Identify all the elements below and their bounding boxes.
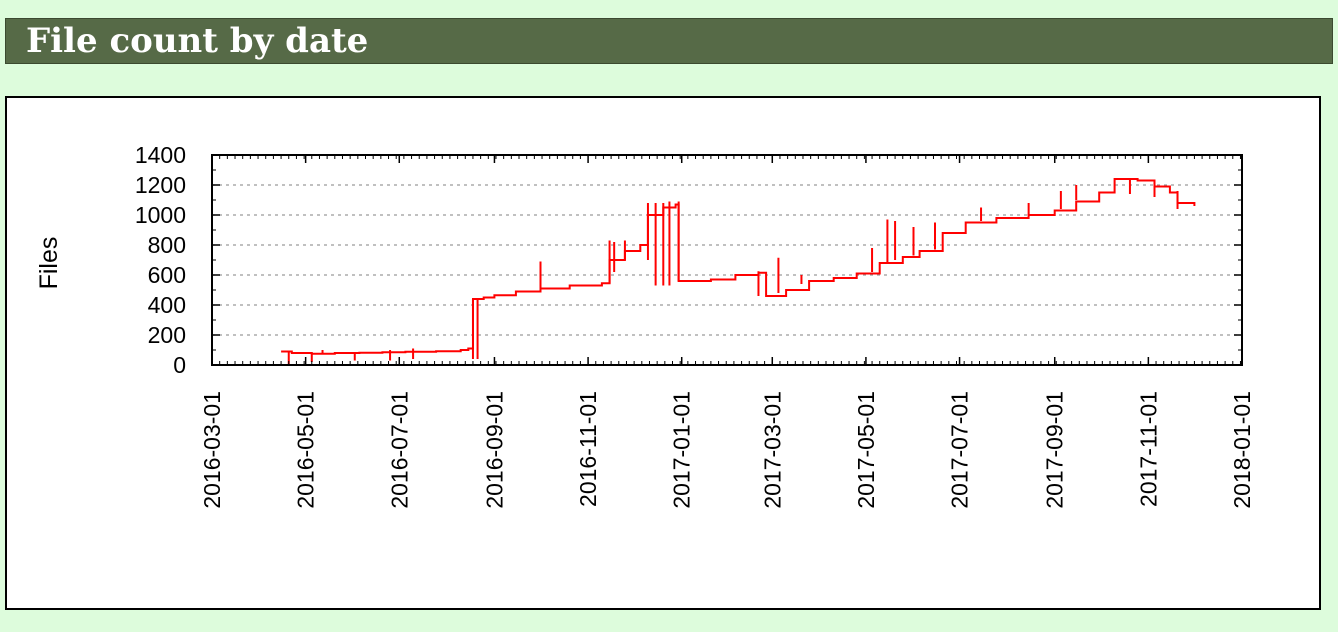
- tick-labels: 0 200 400 600 800 1000 1200 1400 2016-03-01 2016-…: [135, 142, 1255, 509]
- y-axis-title: Files: [35, 237, 63, 290]
- x-tick-label: 2017-03-01: [759, 391, 785, 509]
- plot-area: [281, 178, 1196, 365]
- chart-container: 0 200 400 600 800 1000 1200 1400 2016-03-01 2016-…: [5, 96, 1321, 610]
- y-tick-label: 1200: [135, 172, 186, 198]
- y-tick-label: 400: [148, 292, 186, 318]
- section-title: File count by date: [26, 21, 369, 61]
- x-tick-label: 2017-01-01: [669, 391, 695, 509]
- x-tick-label: 2017-09-01: [1042, 391, 1068, 509]
- section-header: File count by date: [5, 18, 1333, 64]
- y-tick-label: 1000: [135, 202, 186, 228]
- y-tick-label: 0: [173, 352, 186, 378]
- x-tick-label: 2016-05-01: [293, 391, 319, 509]
- x-tick-label: 2018-01-01: [1229, 391, 1255, 509]
- file-count-chart: 0 200 400 600 800 1000 1200 1400 2016-03-01 2016-…: [35, 142, 1255, 509]
- y-tick-label: 600: [148, 262, 186, 288]
- x-tick-label: 2016-11-01: [575, 391, 601, 507]
- x-tick-label: 2017-11-01: [1135, 391, 1161, 507]
- plot-frame: [211, 154, 1243, 366]
- grid-lines: [212, 184, 1242, 336]
- x-tick-label: 2017-07-01: [947, 391, 973, 509]
- data-series-line: [281, 178, 1196, 355]
- axis-ticks: [211, 154, 1243, 366]
- y-tick-label: 800: [148, 232, 186, 258]
- y-tick-label: 200: [148, 322, 186, 348]
- y-tick-label: 1400: [135, 142, 186, 168]
- x-tick-label: 2016-03-01: [199, 391, 225, 509]
- x-tick-label: 2017-05-01: [853, 391, 879, 509]
- x-tick-label: 2016-09-01: [481, 391, 507, 509]
- x-tick-label: 2016-07-01: [386, 391, 412, 509]
